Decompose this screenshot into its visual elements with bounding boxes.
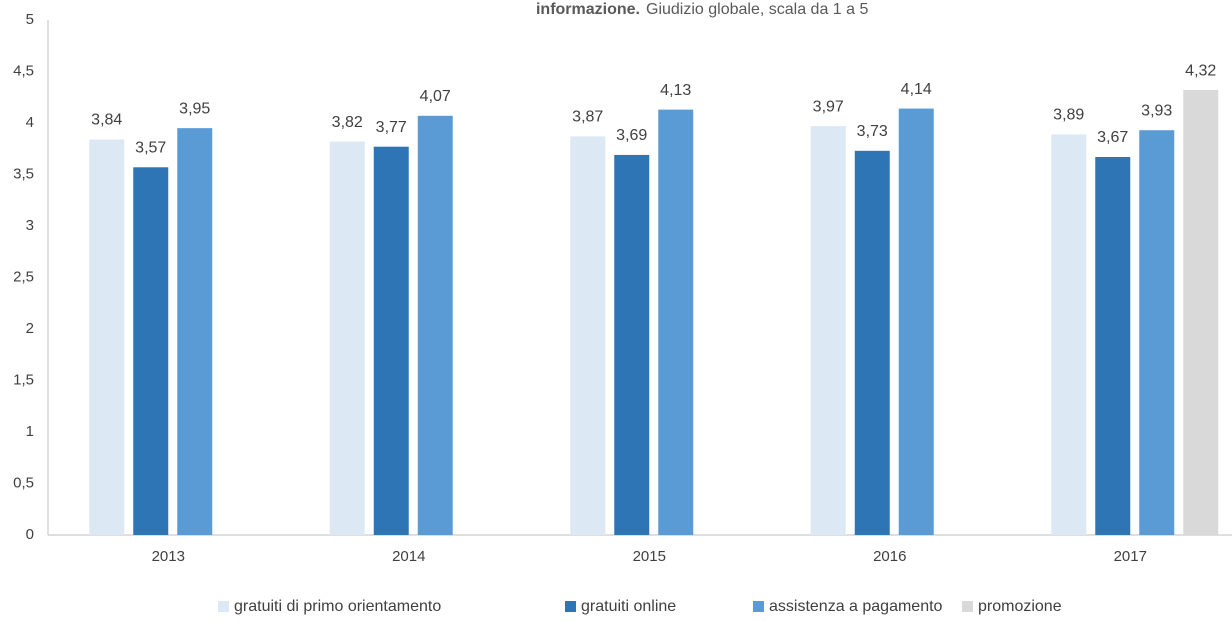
bar [1095,156,1131,536]
x-tick-label: 2017 [1114,548,1147,565]
chart-title: informazione. [536,1,640,18]
data-label: 3,69 [616,127,647,144]
data-label: 3,57 [135,140,166,157]
y-tick-label: 2 [26,320,34,337]
legend-label: promozione [978,598,1062,615]
data-label: 3,73 [857,123,888,140]
data-label: 3,93 [1141,102,1172,119]
y-tick-label: 0,5 [13,474,34,491]
y-tick-label: 3 [26,217,34,234]
bar [417,115,453,535]
bar [658,109,694,536]
bar [133,167,169,536]
data-label: 4,32 [1185,62,1216,79]
y-tick-label: 3,5 [13,165,34,182]
data-label: 4,07 [420,88,451,105]
data-label: 3,95 [179,100,210,117]
data-label: 3,77 [376,119,407,136]
legend-label: gratuiti di primo orientamento [234,598,441,615]
bar [898,108,934,535]
data-label: 3,67 [1097,129,1128,146]
chart-subtitle: Giudizio globale, scala da 1 a 5 [646,1,868,18]
y-tick-label: 2,5 [13,268,34,285]
legend-label: gratuiti online [581,598,676,615]
y-tick-label: 1 [26,423,34,440]
legend-swatch [565,601,576,612]
data-label: 3,97 [813,98,844,115]
y-tick-label: 1,5 [13,371,34,388]
legend-swatch [753,601,764,612]
data-label: 4,14 [901,81,932,98]
y-tick-label: 4,5 [13,62,34,79]
bar [570,136,606,535]
bar [854,150,890,535]
bar [614,154,650,535]
x-tick-label: 2013 [152,548,185,565]
bar [810,126,846,535]
data-label: 4,13 [660,82,691,99]
x-tick-label: 2014 [392,548,425,565]
bar [1183,90,1219,535]
bar [89,139,125,536]
legend-swatch [218,601,229,612]
bar [373,146,409,535]
data-label: 3,89 [1053,107,1084,124]
bar [329,141,365,536]
y-tick-label: 0 [26,526,34,543]
data-label: 3,87 [572,109,603,126]
bar [1051,134,1087,535]
bar [177,128,213,535]
bar [1139,130,1175,535]
y-tick-label: 5 [26,11,34,28]
legend-label: assistenza a pagamento [769,598,943,615]
y-tick-label: 4 [26,114,34,131]
legend-swatch [962,601,973,612]
x-tick-label: 2016 [873,548,906,565]
data-label: 3,84 [91,112,122,129]
data-label: 3,82 [332,114,363,131]
x-tick-label: 2015 [633,548,666,565]
